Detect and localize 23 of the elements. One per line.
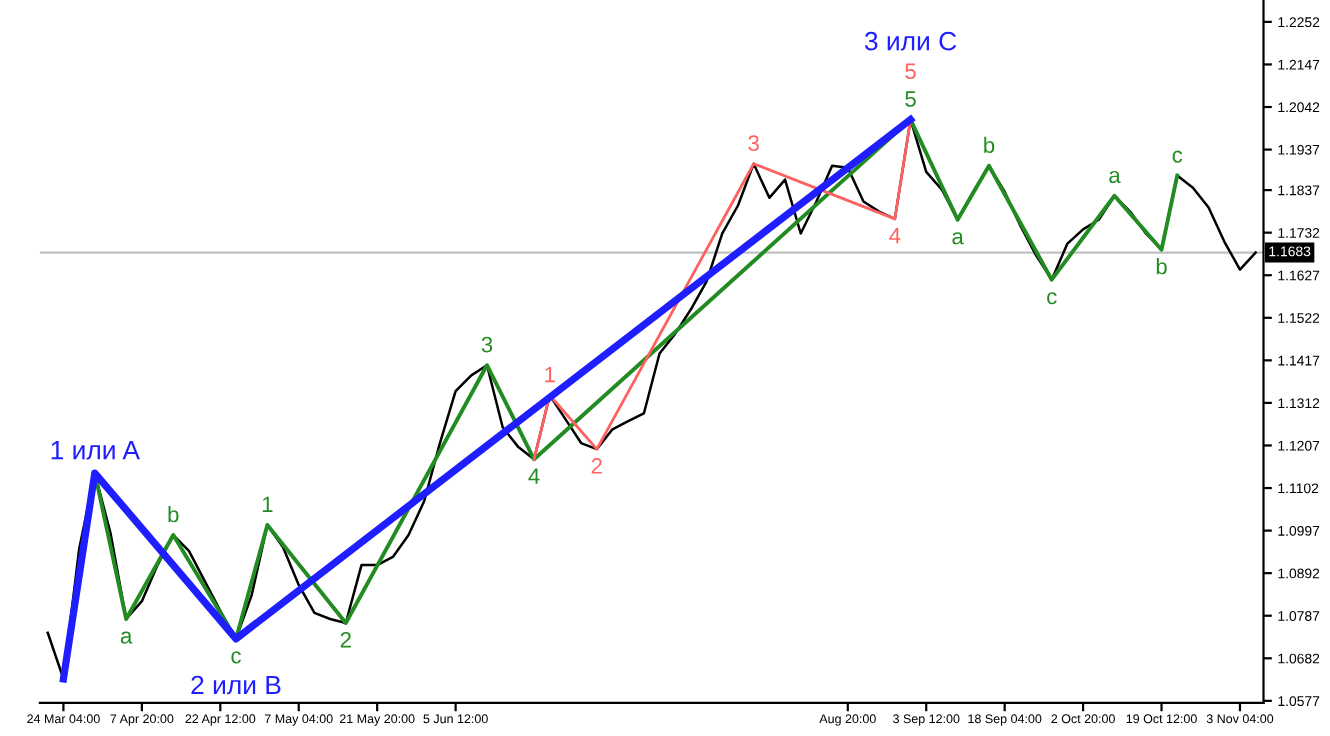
annotation: 1 или A (51, 441, 140, 460)
annotation: 5 (905, 91, 916, 107)
annotation: c (1047, 292, 1057, 305)
annotation: c (1172, 150, 1183, 163)
line-series (532, 118, 912, 461)
annotation: 3 (481, 336, 493, 353)
annotation: c (231, 651, 241, 664)
annotation: 3 или C (864, 31, 957, 51)
annotation: a (952, 232, 964, 245)
annotation: 2 (591, 458, 602, 474)
annotation: b (1156, 258, 1167, 275)
annotation: 5 (905, 63, 916, 80)
annotation: b (984, 136, 995, 154)
annotation: a (120, 631, 133, 644)
annotation: 3 (748, 135, 759, 152)
annotation: 1 (262, 496, 273, 512)
annotation: a (1109, 170, 1121, 184)
annotation: b (168, 506, 179, 523)
annotation: 1 (545, 366, 555, 383)
annotation: 2 или B (191, 675, 281, 695)
annotation: 4 (889, 228, 901, 244)
annotation: 4 (528, 468, 540, 484)
annotation: 2 (340, 631, 351, 648)
